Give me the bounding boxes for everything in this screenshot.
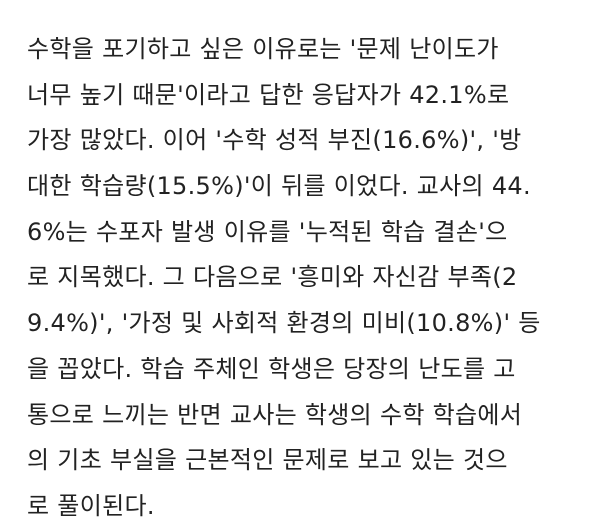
article-paragraph: 수학을 포기하고 싶은 이유로는 '문제 난이도가 너무 높기 때문'이라고 답…: [27, 27, 597, 530]
paragraph-line: 로 지목했다. 그 다음으로 '흥미와 자신감 부족(2: [27, 263, 518, 292]
paragraph-line: 너무 높기 때문'이라고 답한 응답자가 42.1%로: [27, 80, 510, 109]
paragraph-line: 통으로 느끼는 반면 교사는 학생의 수학 학습에서: [27, 400, 523, 429]
paragraph-line: 9.4%)', '가정 및 사회적 환경의 미비(10.8%)' 등: [27, 309, 541, 338]
paragraph-line: 의 기초 부실을 근본적인 문제로 보고 있는 것으: [27, 446, 508, 475]
paragraph-line: 6%는 수포자 발생 이유를 '누적된 학습 결손'으: [27, 217, 508, 246]
paragraph-line: 을 꼽았다. 학습 주체인 학생은 당장의 난도를 고: [27, 354, 516, 383]
paragraph-line: 대한 학습량(15.5%)'이 뒤를 이었다. 교사의 44.: [27, 172, 531, 201]
paragraph-line: 로 풀이된다.: [27, 491, 155, 520]
paragraph-line: 수학을 포기하고 싶은 이유로는 '문제 난이도가: [27, 35, 499, 63]
paragraph-line: 가장 많았다. 이어 '수학 성적 부진(16.6%)', '방: [27, 126, 522, 155]
